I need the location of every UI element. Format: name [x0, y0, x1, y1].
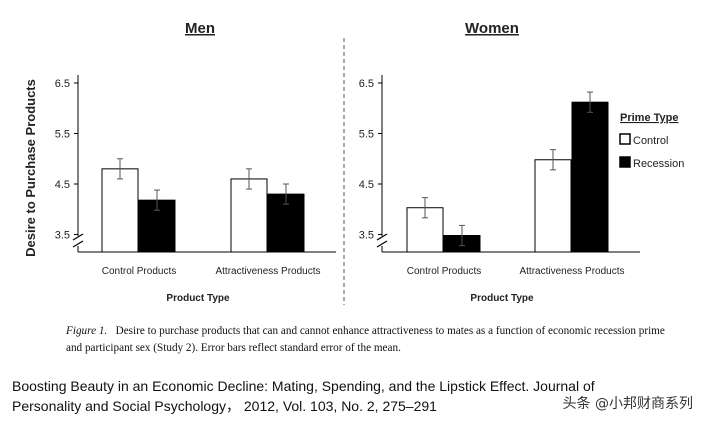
- legend-swatch-recession: [619, 156, 631, 168]
- men-chart-title: Men: [185, 20, 215, 37]
- women-category-label: Attractiveness Products: [519, 266, 624, 277]
- women-category-label: Control Products: [407, 266, 481, 277]
- men-bar-control: [101, 168, 139, 253]
- caption-text: Desire to purchase products that can and…: [66, 325, 665, 354]
- women-chart-title: Women: [465, 20, 519, 37]
- women-axis-break-mark: [376, 240, 388, 248]
- men-bar-control: [230, 178, 268, 253]
- men-y-tick-label: 3.5: [55, 230, 70, 242]
- watermark: 头条 @小邦财商系列: [562, 396, 693, 412]
- women-bar-recession: [571, 101, 609, 253]
- men-x-axis-label: Product Type: [166, 293, 230, 304]
- citation-line-1: Boosting Beauty in an Economic Decline: …: [12, 378, 595, 394]
- men-y-tick-label: 4.5: [55, 179, 70, 191]
- figure-charts: Men 3.5 4.5 5.5 6.5 Desire to Purchase Produc…: [23, 20, 684, 305]
- legend-label-recession: Recession: [633, 158, 684, 170]
- women-y-tick-label: 3.5: [359, 230, 374, 242]
- y-axis-label: Desire to Purchase Products: [23, 79, 38, 257]
- legend-title: Prime Type: [620, 112, 679, 124]
- men-axis-break-mark: [72, 240, 84, 248]
- men-category-label: Attractiveness Products: [215, 266, 320, 277]
- women-y-tick-label: 6.5: [359, 78, 374, 90]
- women-x-axis-label: Product Type: [470, 293, 534, 304]
- legend-label-control: Control: [633, 135, 668, 147]
- caption-label: Figure 1.: [66, 325, 108, 337]
- figure-caption: Figure 1. Desire to purchase products th…: [66, 323, 666, 357]
- women-axis-break-mark: [376, 233, 388, 241]
- men-y-tick-label: 6.5: [55, 78, 70, 90]
- men-y-tick-label: 5.5: [55, 129, 70, 141]
- women-y-tick-label: 4.5: [359, 179, 374, 191]
- women-bar-control: [534, 159, 572, 253]
- men-axis-break-mark: [72, 233, 84, 241]
- citation-line-2: Personality and Social Psychology， 2012,…: [12, 398, 437, 414]
- women-y-tick-label: 5.5: [359, 129, 374, 141]
- citation: Boosting Beauty in an Economic Decline: …: [12, 376, 692, 416]
- men-category-label: Control Products: [102, 266, 176, 277]
- legend-swatch-control: [619, 133, 631, 145]
